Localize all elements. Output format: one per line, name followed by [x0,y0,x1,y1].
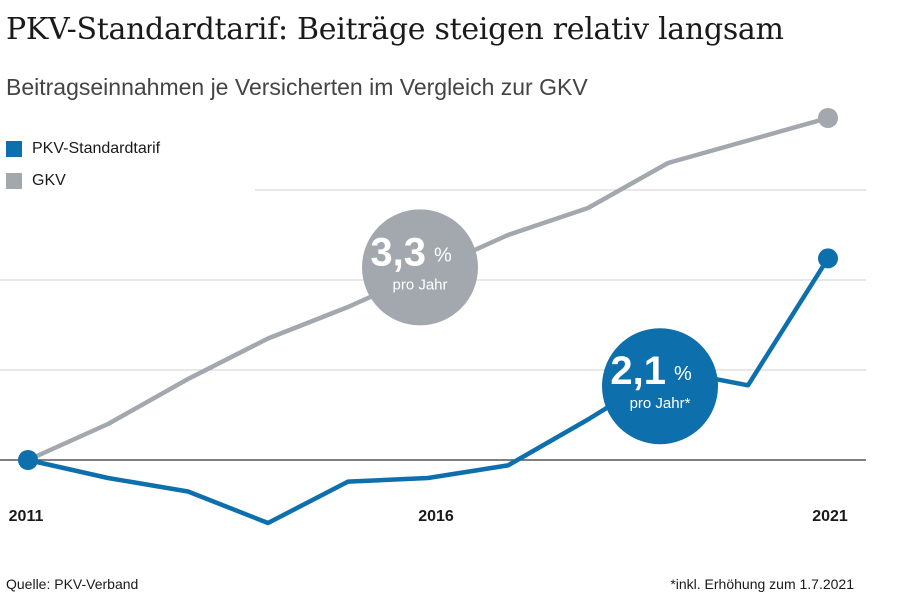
end-point-gkv [818,108,838,128]
growth-rate-gkv: 3,3 [370,230,426,274]
x-tick-label-2016: 2016 [418,508,454,525]
legend: PKV-Standardtarif GKV [6,140,160,204]
growth-unit-pkv-standardtarif: % [674,363,692,385]
chart-title: PKV-Standardtarif: Beiträge steigen rela… [6,12,784,47]
chart-subtitle: Beitragseinnahmen je Versicherten im Ver… [6,74,588,100]
legend-item-gkv: GKV [6,172,160,190]
footnote: *inkl. Erhöhung zum 1.7.2021 [670,576,854,592]
start-point [18,450,38,470]
legend-swatch-gkv [6,173,22,189]
legend-label-gkv: GKV [32,172,66,189]
growth-label-gkv: pro Jahr [392,276,447,293]
x-tick-label-2011: 2011 [9,508,44,525]
growth-bubble-pkv-standardtarif [602,328,718,445]
legend-item-pkv: PKV-Standardtarif [6,140,160,158]
growth-unit-gkv: % [434,244,452,266]
end-point-pkv-standardtarif [818,248,838,269]
growth-rate-pkv-standardtarif: 2,1 [610,349,666,393]
x-tick-label-2021: 2021 [812,508,848,525]
legend-label-pkv: PKV-Standardtarif [32,140,161,157]
growth-label-pkv-standardtarif: pro Jahr* [630,395,691,412]
legend-swatch-pkv [6,141,22,157]
growth-bubble-gkv [362,209,478,326]
source-note: Quelle: PKV-Verband [6,576,139,592]
